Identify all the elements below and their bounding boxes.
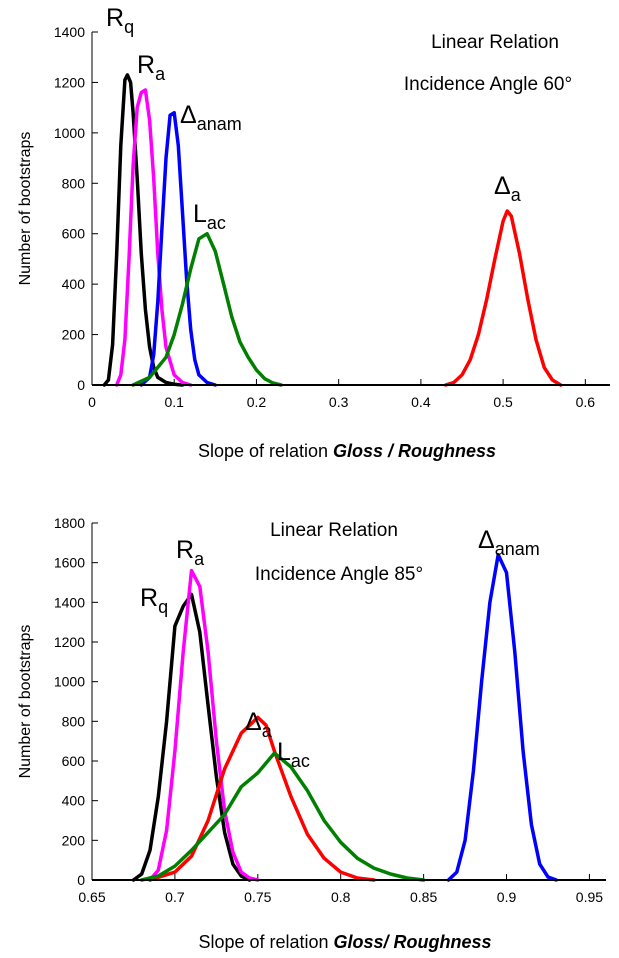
- x-tick-label: 0.9: [497, 889, 517, 905]
- series-label-0: Rq: [140, 584, 168, 617]
- x-tick-label: 0.5: [493, 394, 513, 410]
- y-tick-label: 800: [62, 175, 86, 191]
- x-tick-label: 0.6: [576, 394, 596, 410]
- series-label-main: Δ: [180, 101, 197, 129]
- x-tick-label: 0.2: [247, 394, 267, 410]
- series-label-sub: ac: [291, 751, 310, 771]
- series-label-1: Ra: [137, 51, 166, 84]
- series-label-sub: a: [511, 185, 522, 205]
- series-label-3: Lac: [277, 738, 310, 771]
- x-tick-label: 0.65: [78, 889, 105, 905]
- series-line-0: [131, 592, 252, 882]
- series-label-main: L: [277, 738, 291, 766]
- series-line-1: [148, 568, 260, 882]
- series-label-4: Δanam: [478, 526, 540, 559]
- series-label-sub: anam: [495, 539, 540, 559]
- y-tick-label: 1000: [54, 674, 85, 690]
- y-axis-label: Number of bootstraps: [17, 132, 34, 286]
- series-line-1: [114, 88, 193, 387]
- y-tick-label: 0: [77, 872, 85, 888]
- y-axis-label: Number of bootstraps: [17, 625, 34, 779]
- annotation: Incidence Angle 60°: [404, 74, 572, 95]
- chart-incidence-60: 0 200 400 600 800 1000 1200 1400 0 0.1 0.2 0.3 0.4 0.…: [17, 4, 610, 461]
- x-axis-label-text: Slope of relation: [198, 441, 333, 461]
- series-label-main: L: [193, 200, 207, 228]
- y-tick-label: 200: [62, 327, 86, 343]
- series-label-main: Δ: [245, 708, 262, 736]
- y-tick-label: 1200: [54, 634, 85, 650]
- y-tick-label: 600: [62, 753, 86, 769]
- x-axis-label-emphasis: Gloss/ Roughness: [334, 932, 492, 952]
- series-line-4: [443, 209, 563, 387]
- x-tick-label: 0.8: [331, 889, 351, 905]
- y-tick-label: 400: [62, 276, 86, 292]
- y-tick-label: 0: [77, 377, 85, 393]
- series-label-main: Δ: [494, 172, 511, 200]
- x-axis-label-text: Slope of relation: [198, 932, 333, 952]
- annotation: Linear Relation: [431, 32, 559, 53]
- series-label-main: R: [106, 4, 124, 32]
- series-label-sub: a: [262, 721, 273, 741]
- x-axis-label-emphasis: Gloss / Roughness: [333, 441, 496, 461]
- series-label-sub: a: [194, 549, 205, 569]
- series-label-sub: anam: [197, 114, 242, 134]
- series-label-4: Δa: [494, 172, 522, 205]
- series-label-main: R: [140, 584, 158, 612]
- series-label-0: Rq: [106, 4, 134, 37]
- series-line-2: [139, 110, 218, 387]
- series-label-main: Δ: [478, 526, 495, 554]
- series-line-4: [446, 552, 559, 882]
- y-tick-label: 1000: [54, 125, 85, 141]
- annotation: Linear Relation: [270, 520, 398, 541]
- series-line-3: [139, 751, 426, 882]
- y-tick-label: 1400: [54, 24, 85, 40]
- series-label-sub: a: [155, 64, 166, 84]
- x-tick-label: 0.85: [410, 889, 437, 905]
- y-tick-label: 600: [62, 226, 86, 242]
- chart-incidence-85: 0 200 400 600 800 1000 1200 1400 1600 1800 0.65 0.7…: [17, 515, 606, 952]
- series-label-sub: q: [124, 17, 134, 37]
- series-label-sub: ac: [207, 213, 226, 233]
- series-label-2: Δanam: [180, 101, 242, 134]
- x-tick-label: 0.1: [164, 394, 184, 410]
- series-label-1: Ra: [176, 536, 205, 569]
- series-label-2: Δa: [245, 708, 273, 741]
- series-label-main: R: [176, 536, 194, 564]
- y-tick-label: 200: [62, 832, 86, 848]
- y-tick-label: 400: [62, 793, 86, 809]
- x-axis-label: Slope of relation Gloss/ Roughness: [198, 932, 491, 952]
- x-tick-label: 0.75: [244, 889, 271, 905]
- x-tick-label: 0.95: [576, 889, 603, 905]
- series-line-3: [131, 231, 283, 387]
- series-label-main: R: [137, 51, 155, 79]
- x-tick-label: 0.4: [411, 394, 431, 410]
- annotation: Incidence Angle 85°: [255, 564, 423, 585]
- y-tick-label: 1600: [54, 555, 85, 571]
- x-axis-label: Slope of relation Gloss / Roughness: [198, 441, 496, 461]
- y-tick-label: 1200: [54, 74, 85, 90]
- x-tick-label: 0.7: [165, 889, 185, 905]
- series-label-sub: q: [158, 597, 168, 617]
- x-tick-label: 0: [88, 394, 96, 410]
- x-tick-label: 0.3: [329, 394, 349, 410]
- y-tick-label: 1800: [54, 515, 85, 531]
- y-tick-label: 800: [62, 713, 86, 729]
- y-tick-label: 1400: [54, 594, 85, 610]
- series-label-3: Lac: [193, 200, 226, 233]
